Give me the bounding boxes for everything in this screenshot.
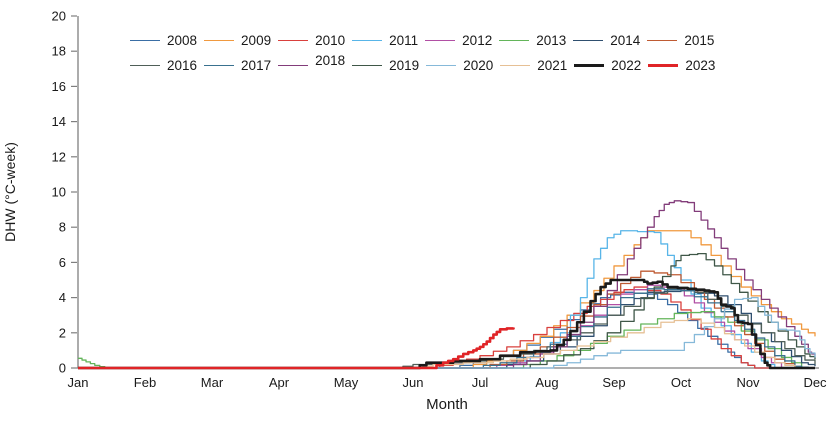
legend-item-2011: 2011 xyxy=(352,34,418,48)
x-tick-label: Feb xyxy=(134,375,156,390)
y-axis-title: DHW (°C-week) xyxy=(2,142,18,242)
legend-label: 2010 xyxy=(315,33,346,48)
legend-line-swatch xyxy=(278,40,309,42)
series-line-2017 xyxy=(78,288,815,369)
legend-item-2010: 2010 xyxy=(278,34,345,48)
x-axis-title: Month xyxy=(426,396,468,413)
legend-item-2014: 2014 xyxy=(573,34,640,48)
legend-label: 2020 xyxy=(463,57,494,73)
y-tick-label: 14 xyxy=(52,114,66,129)
series-line-2010 xyxy=(78,286,815,369)
legend-line-swatch xyxy=(426,64,457,66)
legend-line-swatch xyxy=(130,64,160,66)
legend-row: 2016 2017 2018 2019 2020 2021 2022 2023 xyxy=(130,53,716,73)
series-line-2018 xyxy=(78,200,816,369)
chart-legend: 2008 2009 2010 2011 2012 2013 2014 2015 2016 2017… xyxy=(130,34,716,72)
x-tick-label: Mar xyxy=(201,375,224,390)
x-tick-label: Apr xyxy=(269,375,290,390)
legend-line-swatch xyxy=(574,63,605,67)
series-line-2022 xyxy=(78,278,815,370)
legend-label: 2013 xyxy=(536,33,567,48)
legend-item-2021: 2021 xyxy=(500,57,568,73)
legend-label: 2012 xyxy=(462,33,493,48)
legend-line-swatch xyxy=(499,40,530,42)
legend-item-2019: 2019 xyxy=(352,57,420,73)
legend-item-2013: 2013 xyxy=(499,34,566,48)
legend-line-swatch xyxy=(500,64,531,66)
series-line-2020 xyxy=(78,296,816,369)
legend-line-swatch xyxy=(352,40,383,42)
legend-label: 2021 xyxy=(537,57,568,73)
legend-line-swatch xyxy=(130,40,160,42)
y-tick-label: 12 xyxy=(52,149,66,164)
x-tick-label: Dec xyxy=(803,375,827,390)
y-tick-label: 10 xyxy=(52,185,66,200)
legend-label: 2022 xyxy=(611,57,642,73)
y-tick-label: 0 xyxy=(59,361,66,376)
legend-item-2020: 2020 xyxy=(426,57,494,73)
legend-item-2015: 2015 xyxy=(647,34,714,48)
legend-item-2023: 2023 xyxy=(648,57,716,73)
x-tick-label: Oct xyxy=(671,375,692,390)
legend-item-2012: 2012 xyxy=(425,34,492,48)
series-line-2016 xyxy=(78,288,816,369)
legend-item-2017: 2017 xyxy=(204,57,272,73)
x-tick-label: Jan xyxy=(68,375,89,390)
legend-label: 2017 xyxy=(241,57,272,73)
legend-label: 2008 xyxy=(167,33,198,48)
y-tick-label: 18 xyxy=(52,44,66,59)
x-tick-label: May xyxy=(334,375,359,390)
legend-label: 2019 xyxy=(389,57,420,73)
legend-line-swatch xyxy=(647,40,678,42)
legend-label: 2011 xyxy=(389,33,419,48)
legend-label: 2016 xyxy=(167,57,198,73)
series-lines xyxy=(78,200,816,370)
legend-item-2009: 2009 xyxy=(204,34,271,48)
legend-label: 2023 xyxy=(685,57,716,73)
legend-line-swatch xyxy=(573,40,604,42)
y-tick-label: 16 xyxy=(52,79,66,94)
legend-line-swatch xyxy=(648,63,679,67)
y-tick-label: 20 xyxy=(52,9,66,24)
legend-item-2016: 2016 xyxy=(130,57,198,73)
legend-label: 2015 xyxy=(684,33,715,48)
legend-line-swatch xyxy=(278,64,309,66)
legend-label: 2018 xyxy=(315,52,346,68)
x-tick-label: Aug xyxy=(535,375,558,390)
legend-label: 2009 xyxy=(241,33,272,48)
legend-item-2008: 2008 xyxy=(130,34,197,48)
series-line-2015 xyxy=(78,270,815,369)
legend-line-swatch xyxy=(204,64,235,66)
legend-item-2022: 2022 xyxy=(574,57,642,73)
series-line-2013 xyxy=(78,311,815,369)
y-tick-label: 6 xyxy=(59,255,66,270)
x-tick-label: Jul xyxy=(472,375,489,390)
legend-line-swatch xyxy=(425,40,456,42)
x-tick-label: Sep xyxy=(602,375,625,390)
y-tick-label: 4 xyxy=(59,290,66,305)
legend-item-2018: 2018 xyxy=(278,53,345,73)
x-tick-label: Nov xyxy=(736,375,760,390)
y-tick-label: 2 xyxy=(59,325,66,340)
legend-row: 2008 2009 2010 2011 2012 2013 2014 2015 xyxy=(130,34,716,48)
x-tick-label: Jun xyxy=(403,375,424,390)
y-tick-label: 8 xyxy=(59,220,66,235)
legend-line-swatch xyxy=(204,40,235,42)
legend-line-swatch xyxy=(352,64,383,66)
legend-label: 2014 xyxy=(610,33,641,48)
series-line-2023 xyxy=(78,327,515,370)
axes: 0 2 4 6 8 10 12 14 16 18 20 Jan Feb Mar Apr May Jun Jul Au… xyxy=(52,9,828,391)
